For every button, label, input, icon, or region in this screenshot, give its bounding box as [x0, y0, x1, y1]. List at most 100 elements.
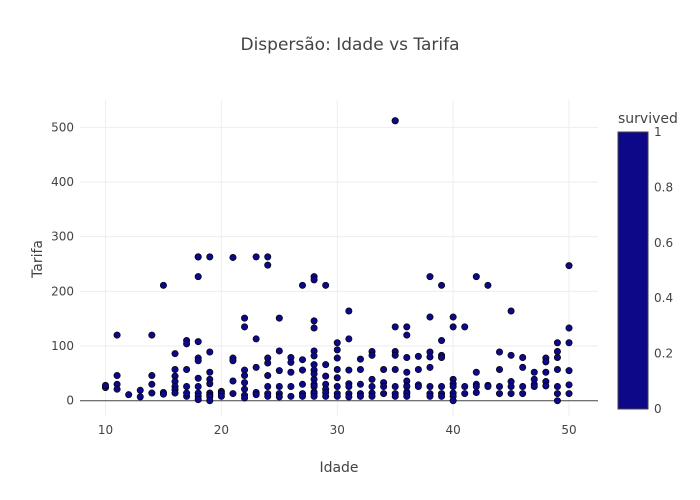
data-point: [368, 382, 376, 390]
data-point: [449, 382, 457, 390]
data-point: [217, 392, 225, 400]
data-point: [252, 363, 260, 371]
colorbar: survived 0 0.2 0.4 0.6 0.8 1: [617, 111, 678, 416]
data-point: [403, 392, 411, 400]
data-point: [403, 368, 411, 376]
x-tick-label: 20: [214, 423, 229, 437]
data-point: [472, 388, 480, 396]
data-point: [472, 368, 480, 376]
data-point: [194, 253, 202, 261]
data-point: [530, 368, 538, 376]
data-point: [298, 380, 306, 388]
data-point: [380, 366, 388, 374]
data-point: [322, 361, 330, 369]
data-point: [148, 380, 156, 388]
data-point: [356, 366, 364, 374]
data-point: [542, 368, 550, 376]
data-point: [194, 273, 202, 281]
data-point: [298, 392, 306, 400]
data-point: [565, 381, 573, 389]
data-point: [136, 386, 144, 394]
data-point: [495, 382, 503, 390]
data-point: [298, 366, 306, 374]
data-point: [507, 390, 515, 398]
y-tick-label: 400: [51, 175, 74, 189]
data-point: [507, 382, 515, 390]
data-point: [565, 262, 573, 270]
data-point: [403, 323, 411, 331]
data-point: [426, 363, 434, 371]
data-point: [322, 392, 330, 400]
data-point: [565, 339, 573, 347]
data-point: [148, 331, 156, 339]
data-point: [264, 392, 272, 400]
data-point: [449, 397, 457, 405]
colorbar-tick-label: 0.8: [654, 180, 673, 194]
data-point: [380, 382, 388, 390]
data-point: [113, 372, 121, 380]
data-point: [275, 382, 283, 390]
data-point: [391, 392, 399, 400]
data-point: [519, 363, 527, 371]
data-point: [438, 281, 446, 289]
data-point: [125, 391, 133, 399]
colorbar-title: survived: [618, 111, 678, 127]
data-point: [414, 382, 422, 390]
data-point: [287, 368, 295, 376]
data-point: [391, 382, 399, 390]
data-point: [368, 351, 376, 359]
y-axis-title: Tarifa: [30, 240, 46, 279]
y-tick-label: 200: [51, 284, 74, 298]
data-point: [206, 368, 214, 376]
data-point: [310, 392, 318, 400]
data-point: [553, 354, 561, 362]
data-point: [495, 348, 503, 356]
data-point: [391, 117, 399, 125]
x-tick-label: 50: [561, 423, 576, 437]
data-point: [345, 335, 353, 343]
data-point: [495, 390, 503, 398]
data-point: [333, 354, 341, 362]
data-point: [229, 377, 237, 385]
data-point: [530, 382, 538, 390]
data-point: [403, 354, 411, 362]
data-point: [148, 372, 156, 380]
data-point: [287, 392, 295, 400]
data-point: [206, 253, 214, 261]
data-point: [298, 356, 306, 364]
data-point: [322, 281, 330, 289]
data-points: [101, 117, 573, 405]
data-point: [310, 352, 318, 360]
data-point: [553, 390, 561, 398]
colorbar-tick-label: 0.2: [654, 347, 673, 361]
data-point: [542, 382, 550, 390]
data-point: [287, 358, 295, 366]
data-point: [183, 382, 191, 390]
data-point: [426, 313, 434, 321]
data-point: [183, 389, 191, 397]
x-tick-label: 40: [446, 423, 461, 437]
data-point: [472, 273, 480, 281]
chart-title: Dispersão: Idade vs Tarifa: [240, 35, 459, 55]
data-point: [229, 357, 237, 365]
data-point: [438, 382, 446, 390]
colorbar-gradient: [617, 131, 649, 410]
data-point: [322, 372, 330, 380]
data-point: [252, 253, 260, 261]
data-point: [519, 354, 527, 362]
data-point: [403, 331, 411, 339]
data-point: [241, 314, 249, 322]
data-point: [171, 350, 179, 358]
data-point: [345, 393, 353, 401]
data-point: [380, 390, 388, 398]
data-point: [414, 352, 422, 360]
data-point: [194, 357, 202, 365]
data-point: [449, 323, 457, 331]
data-point: [553, 366, 561, 374]
y-tick-label: 300: [51, 230, 74, 244]
data-point: [171, 389, 179, 397]
data-point: [229, 253, 237, 261]
data-point: [553, 382, 561, 390]
